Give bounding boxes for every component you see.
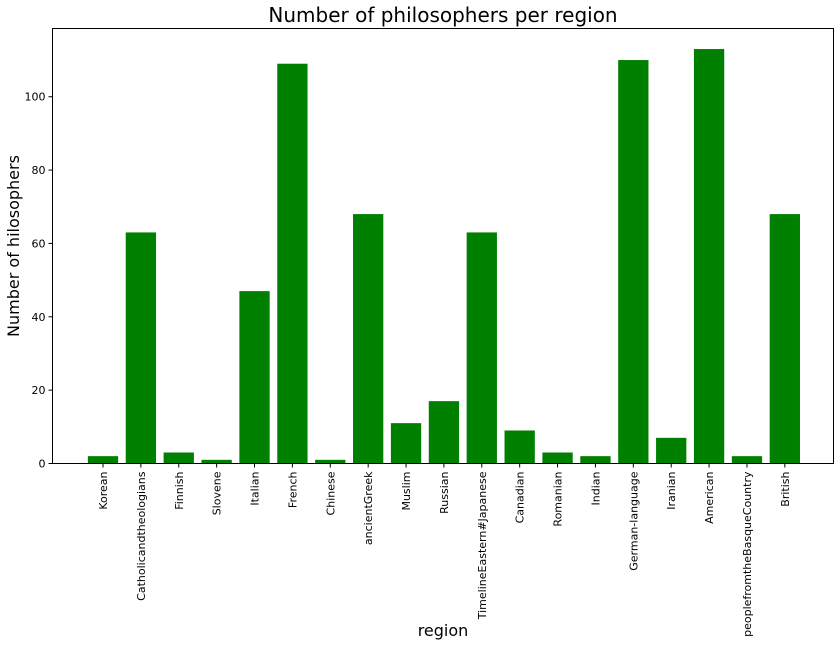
y-tick-label: 20 [32,384,46,397]
x-tick-label: Italian [249,471,262,505]
x-tick-label: French [286,471,299,508]
chart-title: Number of philosophers per region [268,3,617,27]
x-tick-label: Russian [438,471,451,513]
x-tick-label: peoplefromtheBasqueCountry [741,471,754,637]
bar-ancientgreek [353,214,384,464]
y-tick-label: 80 [32,164,46,177]
bar-german-language [618,60,649,464]
bar-russian [428,401,460,464]
bar-slovene [201,459,232,464]
x-tick-label: Romanian [552,471,565,526]
bar-catholicandtheologians [125,232,157,464]
bar-canadian [504,430,535,464]
bar-iranian [656,437,687,464]
bars-group [87,49,800,464]
bar-chinese [315,459,346,464]
x-tick-label: Slovene [211,471,224,515]
x-axis-label: region [418,621,469,640]
x-tick-label: Indian [589,471,602,505]
y-tick-label: 100 [25,91,46,104]
y-axis: 0 20 40 60 80 100 [25,91,53,471]
x-tick-label: German-language [627,471,640,570]
y-tick-label: 0 [39,458,46,471]
x-tick-label: Iranian [665,471,678,509]
bar-american [693,49,725,464]
x-tick-label: Catholicandtheologians [135,471,148,601]
x-tick-label: Muslim [400,472,413,511]
x-tick-label: ancientGreek [362,471,375,545]
x-tick-label: Finnish [173,471,186,509]
bar-finnish [163,452,194,464]
bar-french [277,63,308,464]
x-tick-label: British [779,471,792,506]
bar-peoplefromthebasquecountry [731,456,763,464]
x-tick-label: Chinese [324,471,337,515]
bar-korean [87,456,119,464]
y-tick-label: 40 [32,311,46,324]
x-tick-label: American [703,471,716,523]
y-axis-label: Number of hilosophers [4,155,23,337]
y-tick-label: 60 [32,237,46,250]
bar-muslim [390,423,422,464]
bar-timelineeastern-japanese [466,232,497,464]
bar-indian [580,456,611,464]
x-tick-label: Canadian [514,471,527,523]
bar-british [769,214,800,464]
x-tick-label: TimelineEastern#Japanese [476,471,489,620]
plot-frame [52,28,834,464]
x-tick-label: Korean [97,471,110,509]
bar-romanian [542,452,573,464]
bar-italian [239,291,270,464]
x-axis: Korean Catholicandtheologians Finnish Slove… [97,463,792,637]
